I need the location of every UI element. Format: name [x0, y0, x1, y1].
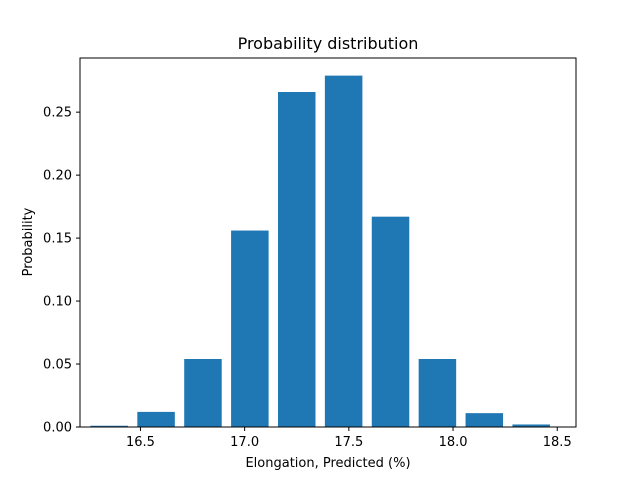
- chart-title: Probability distribution: [238, 34, 419, 53]
- plot-frame: [79, 57, 577, 428]
- y-tick-label: 0.10: [43, 295, 72, 310]
- y-axis-ticks: 0.00 0.05 0.10 0.15 0.20 0.25: [43, 106, 80, 436]
- y-tick-label: 0.25: [43, 106, 72, 121]
- x-tick-label: 17.5: [334, 435, 363, 450]
- x-tick-label: 17.0: [230, 435, 259, 450]
- y-tick-label: 0.00: [43, 421, 72, 436]
- y-tick-label: 0.05: [43, 358, 72, 373]
- bar: [277, 92, 316, 427]
- bar: [512, 424, 550, 427]
- bars: [90, 75, 550, 427]
- bar: [184, 358, 222, 427]
- bar: [324, 75, 363, 427]
- bar: [231, 230, 269, 427]
- x-tick-label: 16.5: [126, 435, 155, 450]
- bar: [90, 425, 128, 427]
- y-axis-label: Probability: [21, 207, 36, 276]
- x-axis-label: Elongation, Predicted (%): [245, 456, 410, 471]
- x-tick-label: 18.0: [439, 435, 468, 450]
- bar: [137, 411, 175, 427]
- x-axis-ticks: 16.5 17.0 17.5 18.0 18.5: [126, 427, 572, 450]
- bar: [418, 358, 457, 427]
- x-tick-label: 18.5: [543, 435, 572, 450]
- y-tick-label: 0.20: [43, 169, 72, 184]
- y-tick-label: 0.15: [43, 232, 72, 247]
- bar: [465, 413, 504, 427]
- bar: [371, 216, 410, 427]
